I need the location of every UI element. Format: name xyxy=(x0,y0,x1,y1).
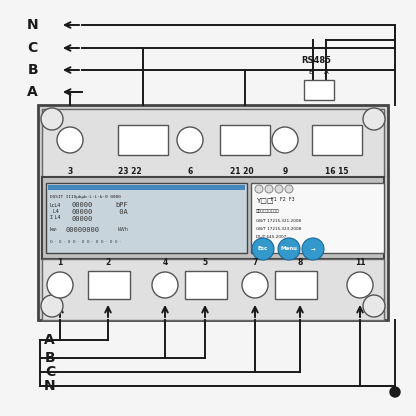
Bar xyxy=(38,105,388,320)
Bar xyxy=(118,125,168,155)
Circle shape xyxy=(363,108,385,130)
Text: N: N xyxy=(43,379,55,393)
Text: B: B xyxy=(27,63,38,77)
Text: C: C xyxy=(45,365,55,379)
Text: A: A xyxy=(324,69,328,75)
Bar xyxy=(42,259,384,320)
Text: kw·: kw· xyxy=(50,227,58,232)
Text: 5: 5 xyxy=(203,258,208,267)
Bar xyxy=(88,271,130,299)
Text: Y□□: Y□□ xyxy=(256,197,273,203)
Bar xyxy=(48,185,245,190)
Text: 4: 4 xyxy=(162,258,168,267)
Text: 16 15: 16 15 xyxy=(325,167,349,176)
Circle shape xyxy=(265,185,273,193)
Circle shape xyxy=(242,272,268,298)
Circle shape xyxy=(255,185,263,193)
Bar xyxy=(251,183,384,253)
Text: B: B xyxy=(309,69,313,75)
Text: Menu: Menu xyxy=(280,247,297,252)
Text: 00000
00000
00000: 00000 00000 00000 xyxy=(72,202,93,222)
Bar xyxy=(185,271,227,299)
Circle shape xyxy=(347,272,373,298)
Text: 00000000: 00000000 xyxy=(65,227,99,233)
Text: 9: 9 xyxy=(282,167,287,176)
Circle shape xyxy=(302,238,324,260)
Bar xyxy=(42,109,384,177)
Circle shape xyxy=(363,295,385,317)
Circle shape xyxy=(275,185,283,193)
Text: F1  F2  F3: F1 F2 F3 xyxy=(271,197,295,202)
Text: N: N xyxy=(26,18,38,32)
Text: →: → xyxy=(311,247,315,252)
Text: 0  ·  0  ·  0  0  ·  0  0  ·  0  0  ·  0  0  ·: 0 · 0 · 0 0 · 0 0 · 0 0 · 0 0 · xyxy=(50,240,121,244)
Text: RS485: RS485 xyxy=(301,56,331,65)
Circle shape xyxy=(272,127,298,153)
Text: 1: 1 xyxy=(57,258,63,267)
Bar xyxy=(42,177,384,259)
Circle shape xyxy=(41,295,63,317)
Circle shape xyxy=(152,272,178,298)
Text: A: A xyxy=(27,85,38,99)
Text: 3: 3 xyxy=(67,167,73,176)
Text: kWh: kWh xyxy=(118,227,129,232)
Text: A: A xyxy=(44,333,55,347)
Bar xyxy=(220,125,270,155)
Bar xyxy=(304,80,334,100)
Text: GB/T 17215.321-2008: GB/T 17215.321-2008 xyxy=(256,219,301,223)
Text: 2: 2 xyxy=(105,258,111,267)
Circle shape xyxy=(47,272,73,298)
Circle shape xyxy=(41,108,63,130)
Circle shape xyxy=(285,185,293,193)
Bar xyxy=(275,271,317,299)
Bar xyxy=(312,125,362,155)
Text: 6: 6 xyxy=(187,167,193,176)
Text: DL/T 645-2007: DL/T 645-2007 xyxy=(256,235,286,239)
Text: GB/T 17215.323-2008: GB/T 17215.323-2008 xyxy=(256,227,301,231)
Circle shape xyxy=(278,238,300,260)
Text: LcL4
  L4
Σ L4: LcL4 L4 Σ L4 xyxy=(50,203,61,220)
Text: 23 22: 23 22 xyxy=(118,167,142,176)
Circle shape xyxy=(177,127,203,153)
Circle shape xyxy=(252,238,274,260)
Circle shape xyxy=(390,387,400,397)
Text: 8: 8 xyxy=(297,258,303,267)
Text: 三相導軌安裝式電表: 三相導軌安裝式電表 xyxy=(256,209,280,213)
Text: Esc: Esc xyxy=(258,247,268,252)
Bar xyxy=(46,183,247,253)
Text: B: B xyxy=(45,351,55,365)
Text: DQSIT IIIVμbμb·L·L·b·0 0000: DQSIT IIIVμbμb·L·L·b·0 0000 xyxy=(50,195,121,199)
Text: bPF
 0A: bPF 0A xyxy=(115,202,128,215)
Text: 7: 7 xyxy=(253,258,258,267)
Text: 11: 11 xyxy=(355,258,365,267)
Circle shape xyxy=(57,127,83,153)
Text: 21 20: 21 20 xyxy=(230,167,254,176)
Text: C: C xyxy=(28,41,38,55)
